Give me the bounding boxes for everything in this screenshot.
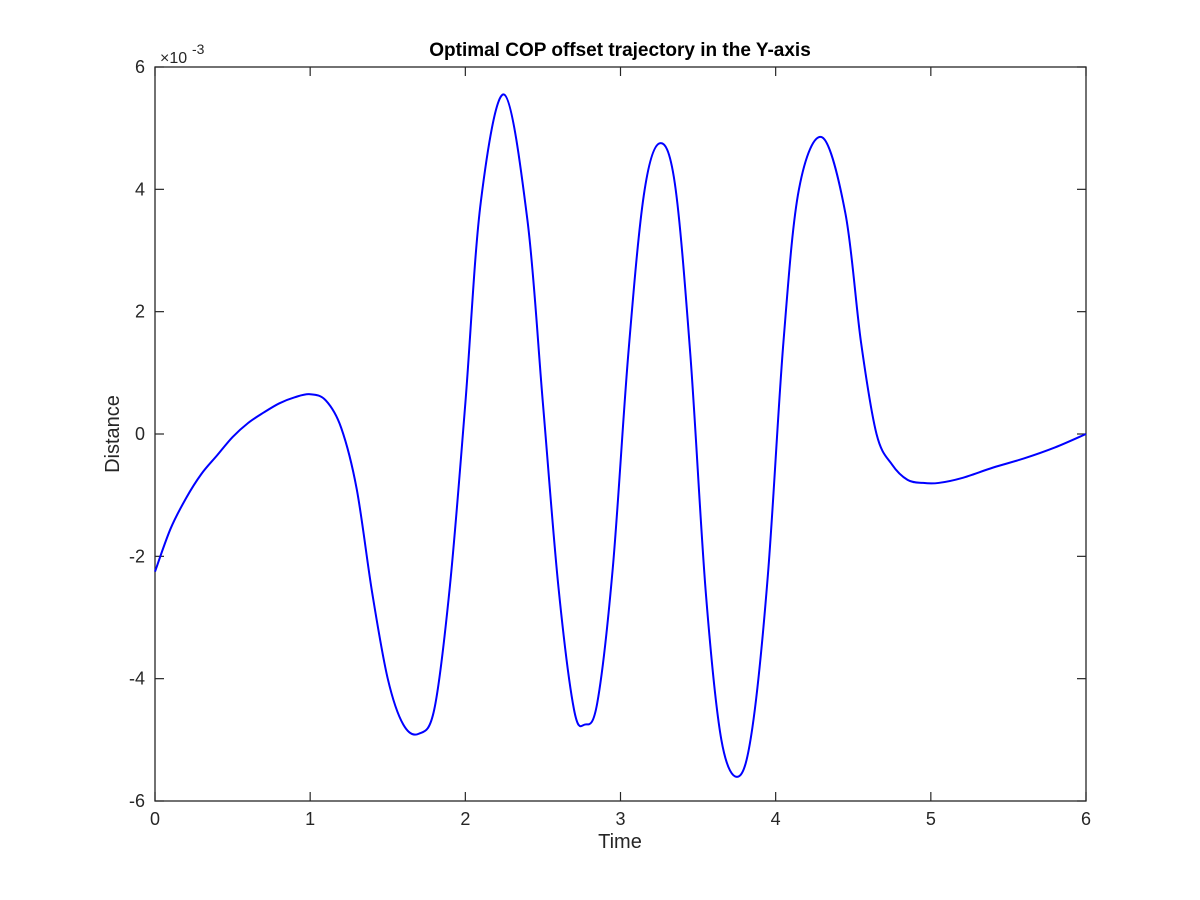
y-tick-label: -4 xyxy=(129,669,145,689)
chart-title: Optimal COP offset trajectory in the Y-a… xyxy=(429,40,811,61)
y-tick-label: 0 xyxy=(135,424,145,444)
plot-area xyxy=(154,66,1087,802)
x-tick-label: 1 xyxy=(305,809,315,829)
y-axis-exponent-base: ×10 xyxy=(160,50,187,67)
x-axis-label: Time xyxy=(598,831,642,853)
y-tick-label: 6 xyxy=(135,57,145,77)
y-tick-label: 2 xyxy=(135,302,145,322)
x-axis-ticks: 0 1 2 3 4 5 6 xyxy=(150,67,1091,829)
y-axis-exponent-power: -3 xyxy=(192,41,205,57)
y-axis-ticks: -6 -4 -2 0 2 4 6 xyxy=(129,57,1086,811)
y-tick-label: -6 xyxy=(129,791,145,811)
x-tick-label: 3 xyxy=(615,809,625,829)
x-tick-label: 2 xyxy=(460,809,470,829)
y-axis-label: Distance xyxy=(102,395,124,473)
series-layer xyxy=(154,93,1087,778)
y-tick-label: 4 xyxy=(135,179,145,199)
x-tick-label: 5 xyxy=(926,809,936,829)
series-line xyxy=(154,93,1087,778)
x-tick-label: 0 xyxy=(150,809,160,829)
x-tick-label: 4 xyxy=(771,809,781,829)
y-tick-label: -2 xyxy=(129,546,145,566)
x-tick-label: 6 xyxy=(1081,809,1091,829)
y-axis-exponent: ×10 -3 xyxy=(160,41,205,67)
